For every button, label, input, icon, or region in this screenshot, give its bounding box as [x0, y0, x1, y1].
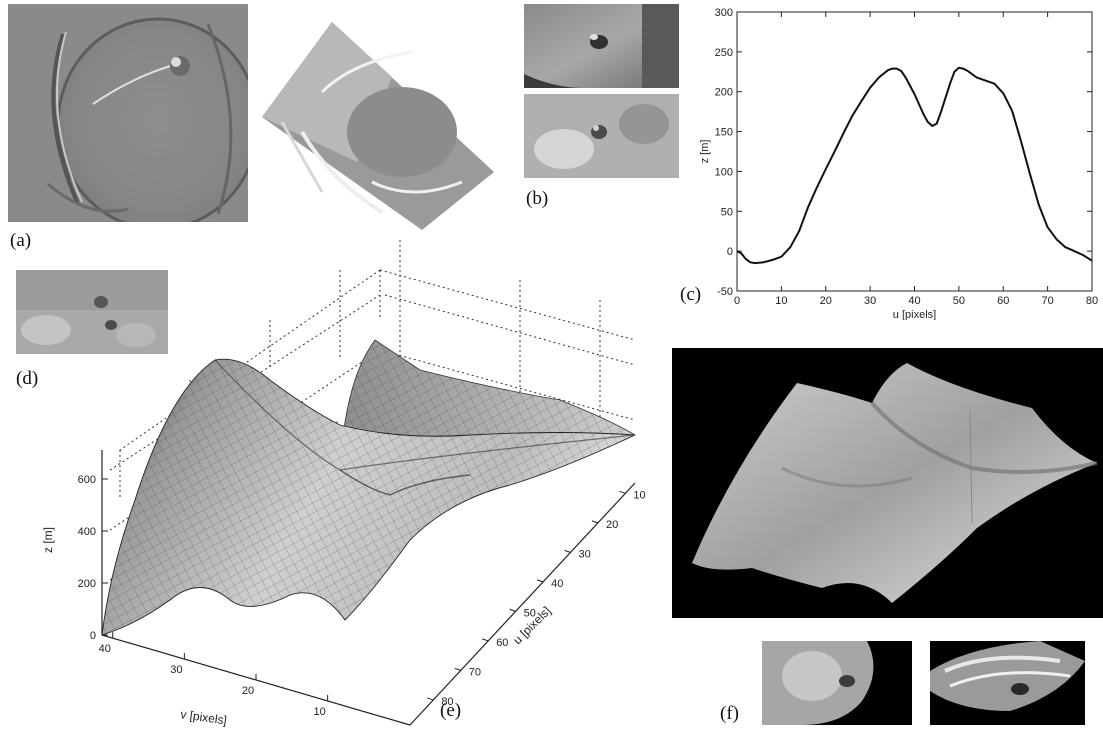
panel-label-b: (b) [526, 188, 549, 209]
v-axis-label: v [pixels] [180, 707, 228, 727]
u-tick [482, 638, 489, 642]
u-tick [619, 490, 626, 494]
x-tick-label: 10 [775, 295, 787, 307]
u-tick-label: 70 [469, 666, 481, 678]
y-tick-label: 50 [721, 206, 733, 218]
y-tick-label: 100 [715, 166, 733, 178]
panel-f-image-left [762, 641, 912, 725]
y-axis-label: z [m] [699, 140, 711, 164]
z-tick-label: 600 [78, 474, 96, 486]
x-tick-label: 20 [820, 295, 832, 307]
surface-3d-plot: 0 200 400 600 40 30 20 10 10 20 30 40 50 60 70 80 z [m]… [41, 240, 646, 727]
u-axis-line [409, 482, 636, 726]
profile-line-chart: 0 10 20 30 40 50 60 70 80-50050100150200250300u … [699, 7, 1098, 320]
y-tick-label: 250 [715, 47, 733, 59]
x-tick-label: 40 [908, 295, 920, 307]
v-tick-label: 40 [99, 643, 111, 655]
u-tick [509, 608, 516, 612]
x-tick-label: 50 [953, 295, 965, 307]
u-tick-label: 10 [633, 489, 645, 501]
z-tick-label: 200 [78, 578, 96, 590]
surface-ticks: 0 200 400 600 40 30 20 10 10 20 30 40 50 60 70 80 [78, 474, 646, 718]
u-tick [591, 520, 599, 524]
x-tick-label: 80 [1086, 295, 1098, 307]
y-tick-label: 0 [727, 246, 733, 258]
profile-line [736, 66, 1093, 265]
v-tick-label: 10 [314, 706, 326, 718]
v-tick-label: 30 [170, 664, 182, 676]
x-tick-label: 70 [1042, 295, 1054, 307]
u-tick [454, 667, 461, 671]
panel-b-image-top [524, 4, 679, 88]
plot-frame [736, 11, 1093, 292]
panel-label-f: (f) [720, 703, 739, 724]
v-tick-label: 20 [242, 685, 254, 697]
y-tick-label: -50 [717, 286, 733, 298]
u-tick-label: 40 [551, 578, 563, 590]
z-tick-label: 400 [78, 526, 96, 538]
x-axis-label: u [pixels] [893, 309, 936, 320]
y-tick-label: 200 [715, 87, 733, 99]
panel-label-e: (e) [440, 700, 462, 721]
panel-f-image-right [930, 641, 1085, 725]
u-tick-label: 60 [496, 637, 508, 649]
y-tick-label: 300 [715, 7, 733, 19]
panel-label-d: (d) [16, 368, 39, 389]
u-tick-label: 80 [441, 696, 453, 708]
panel-d-image [16, 270, 168, 354]
u-tick-label: 30 [579, 548, 591, 560]
x-tick-label: 0 [734, 295, 740, 307]
y-tick-label: 150 [715, 127, 733, 139]
panel-label-c: (c) [680, 284, 702, 305]
panel-a-dem-left [8, 4, 260, 231]
panel-label-a: (a) [10, 230, 32, 251]
panel-f-render [672, 348, 1103, 618]
panel-a-dem-right [262, 22, 494, 230]
u-tick-label: 50 [524, 607, 536, 619]
x-tick-label: 30 [864, 295, 876, 307]
z-axis-label: z [m] [41, 527, 55, 553]
u-tick-label: 20 [606, 519, 618, 531]
z-tick-label: 0 [90, 630, 96, 642]
u-tick [536, 579, 544, 583]
u-tick [564, 549, 571, 553]
panel-b-image-bottom [524, 94, 679, 178]
x-tick-label: 60 [997, 295, 1009, 307]
u-tick [427, 697, 434, 701]
